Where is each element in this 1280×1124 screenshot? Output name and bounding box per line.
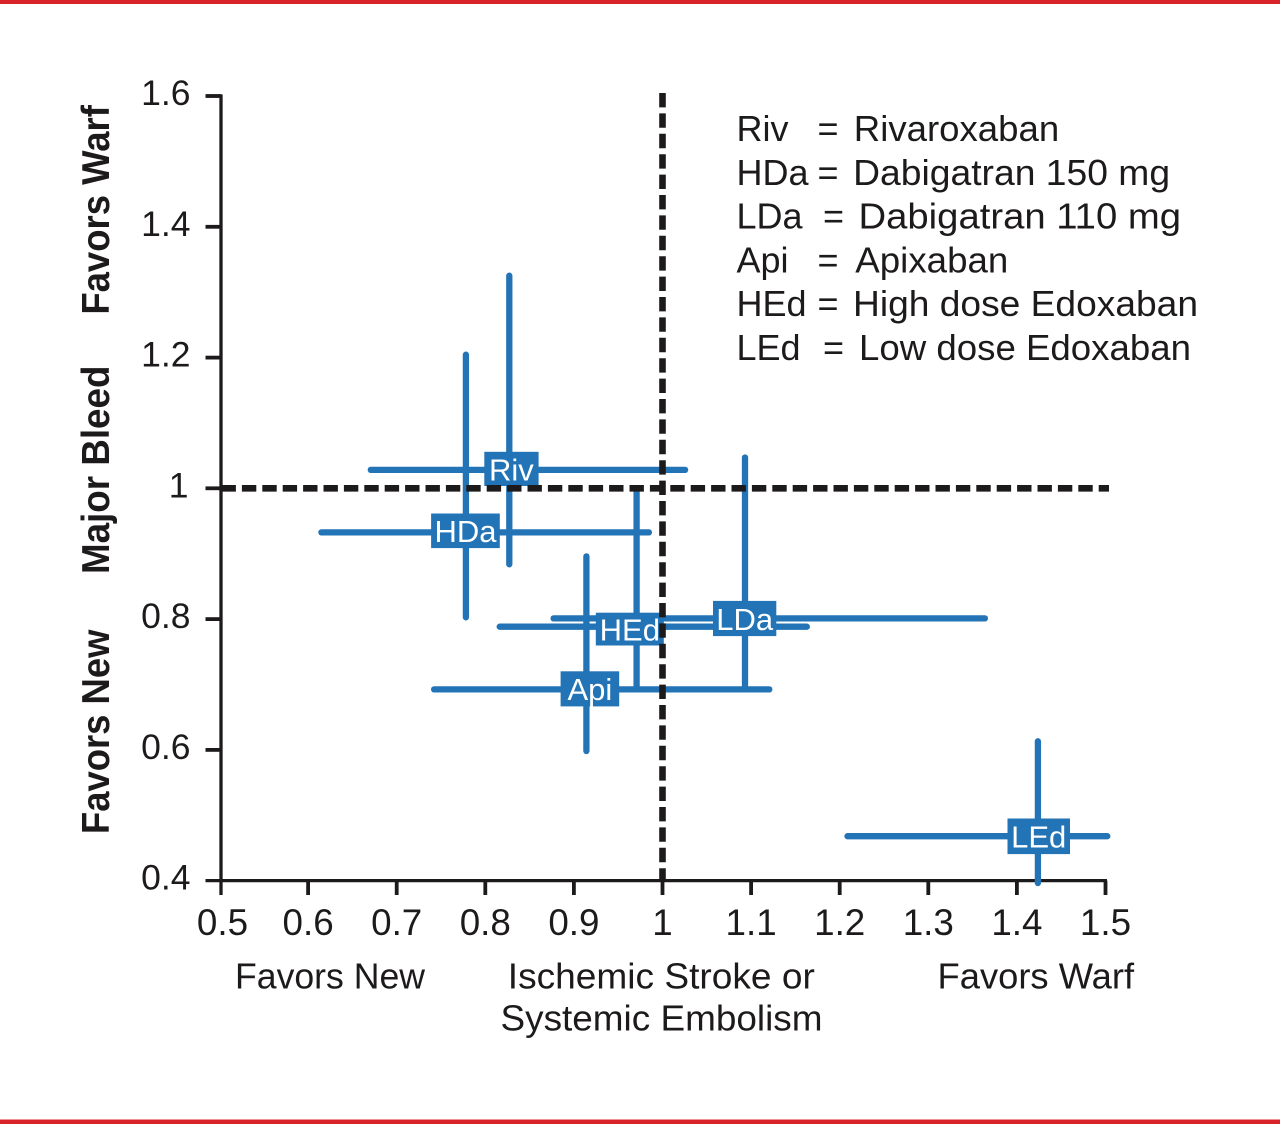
svg-text:=: =	[818, 283, 839, 324]
svg-text:LDa: LDa	[716, 602, 774, 637]
svg-text:Dabigatran 110 mg: Dabigatran 110 mg	[859, 196, 1182, 237]
svg-text:0.6: 0.6	[283, 902, 334, 943]
svg-text:1.6: 1.6	[141, 73, 190, 113]
svg-text:Riv: Riv	[489, 452, 534, 487]
svg-text:HDa: HDa	[737, 152, 810, 193]
svg-text:1.3: 1.3	[903, 902, 954, 943]
svg-text:Api: Api	[737, 239, 789, 280]
svg-text:1.1: 1.1	[726, 902, 777, 943]
svg-text:Riv: Riv	[737, 108, 789, 149]
svg-text:Systemic Embolism: Systemic Embolism	[501, 998, 823, 1039]
svg-text:=: =	[823, 196, 844, 237]
svg-text:0.8: 0.8	[460, 902, 511, 943]
svg-text:1.5: 1.5	[1080, 902, 1131, 943]
svg-text:0.4: 0.4	[141, 858, 190, 898]
svg-text:0.5: 0.5	[197, 902, 248, 943]
svg-text:1: 1	[169, 465, 189, 505]
svg-text:1.2: 1.2	[141, 335, 190, 375]
svg-text:LEd: LEd	[1011, 820, 1066, 855]
svg-text:HEd: HEd	[737, 283, 807, 324]
svg-text:=: =	[823, 327, 844, 368]
svg-text:HEd: HEd	[600, 612, 660, 647]
svg-text:LDa: LDa	[737, 196, 804, 237]
svg-text:1.2: 1.2	[814, 902, 865, 943]
svg-text:0.7: 0.7	[371, 902, 422, 943]
svg-text:LEd: LEd	[737, 327, 801, 368]
svg-text:Favors Warf: Favors Warf	[938, 956, 1135, 997]
svg-text:1.4: 1.4	[991, 902, 1042, 943]
svg-text:Major Bleed: Major Bleed	[75, 366, 118, 575]
svg-text:1: 1	[652, 902, 672, 943]
svg-text:=: =	[818, 152, 839, 193]
svg-text:=: =	[818, 239, 839, 280]
svg-text:Apixaban: Apixaban	[855, 239, 1008, 280]
svg-text:Dabigatran 150 mg: Dabigatran 150 mg	[853, 152, 1170, 193]
svg-text:Favors Warf: Favors Warf	[75, 104, 118, 314]
svg-text:Favors New: Favors New	[75, 629, 118, 834]
svg-text:1.4: 1.4	[141, 204, 190, 244]
svg-text:HDa: HDa	[434, 514, 497, 549]
svg-text:0.8: 0.8	[141, 596, 190, 636]
svg-text:0.6: 0.6	[141, 727, 190, 767]
svg-text:Rivaroxaban: Rivaroxaban	[854, 108, 1059, 149]
svg-text:Api: Api	[567, 672, 612, 707]
svg-text:Low dose Edoxaban: Low dose Edoxaban	[859, 327, 1191, 368]
svg-text:Favors New: Favors New	[235, 956, 426, 997]
svg-text:=: =	[818, 108, 839, 149]
svg-text:0.9: 0.9	[548, 902, 599, 943]
svg-text:Ischemic Stroke or: Ischemic Stroke or	[508, 956, 815, 997]
svg-text:High dose Edoxaban: High dose Edoxaban	[853, 283, 1198, 324]
